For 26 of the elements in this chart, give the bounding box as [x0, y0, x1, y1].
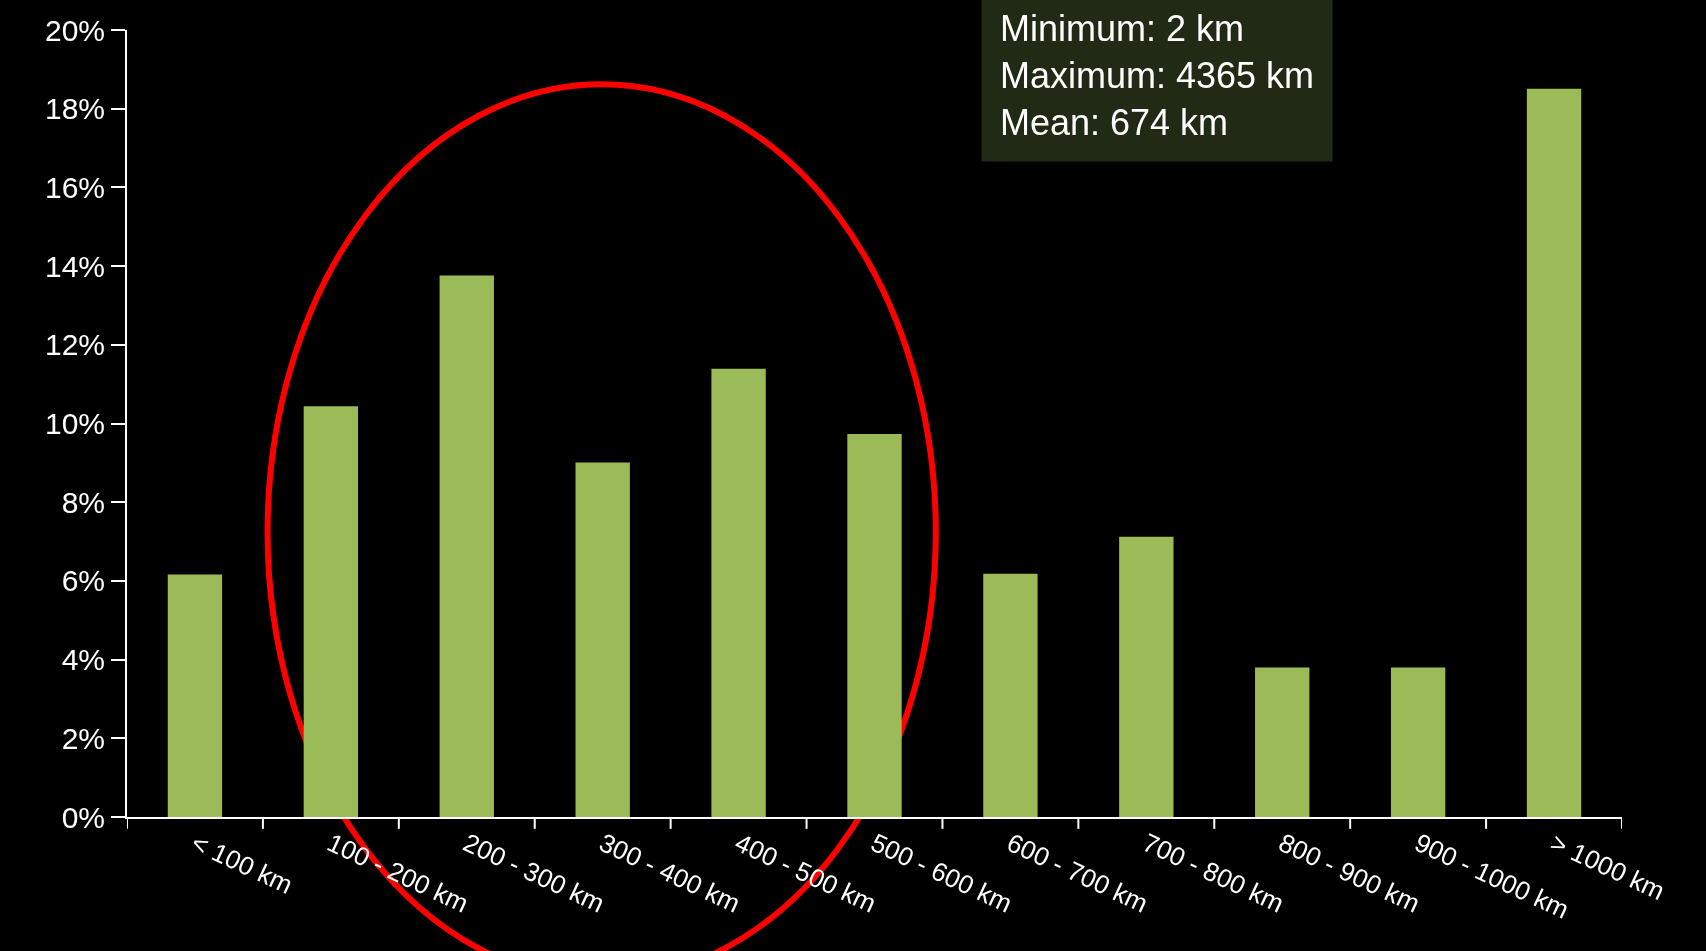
bar: [303, 406, 359, 817]
annotation: Maximum: 4365 km: [1000, 54, 1315, 96]
y-tick-label: 12%: [44, 328, 105, 362]
y-tick-label: 20%: [44, 13, 105, 47]
bar: [439, 275, 494, 817]
y-tick-label: 4%: [61, 643, 105, 677]
bar: [1255, 667, 1310, 817]
bar: [1526, 88, 1582, 817]
y-tick-label: 2%: [61, 721, 105, 755]
y-tick-label: 14%: [44, 249, 105, 283]
y-tick-label: 6%: [61, 564, 105, 598]
y-tick-label: 8%: [61, 485, 105, 519]
y-tick-label: 10%: [44, 407, 105, 440]
annotation: Minimum: 2 km: [1000, 8, 1245, 49]
bar: [847, 434, 902, 817]
bar: [711, 368, 766, 817]
bar: [983, 573, 1038, 817]
bar: [1390, 667, 1446, 817]
bar: [575, 462, 630, 817]
y-tick-label: 18%: [44, 92, 105, 126]
annotation: Mean: 674 km: [1000, 101, 1229, 143]
bar: [1119, 536, 1174, 817]
y-tick-label: 16%: [44, 170, 105, 204]
x-tick-label: < 100 km: [186, 827, 298, 900]
y-tick-label: 0%: [61, 800, 105, 834]
bar: [167, 574, 223, 817]
